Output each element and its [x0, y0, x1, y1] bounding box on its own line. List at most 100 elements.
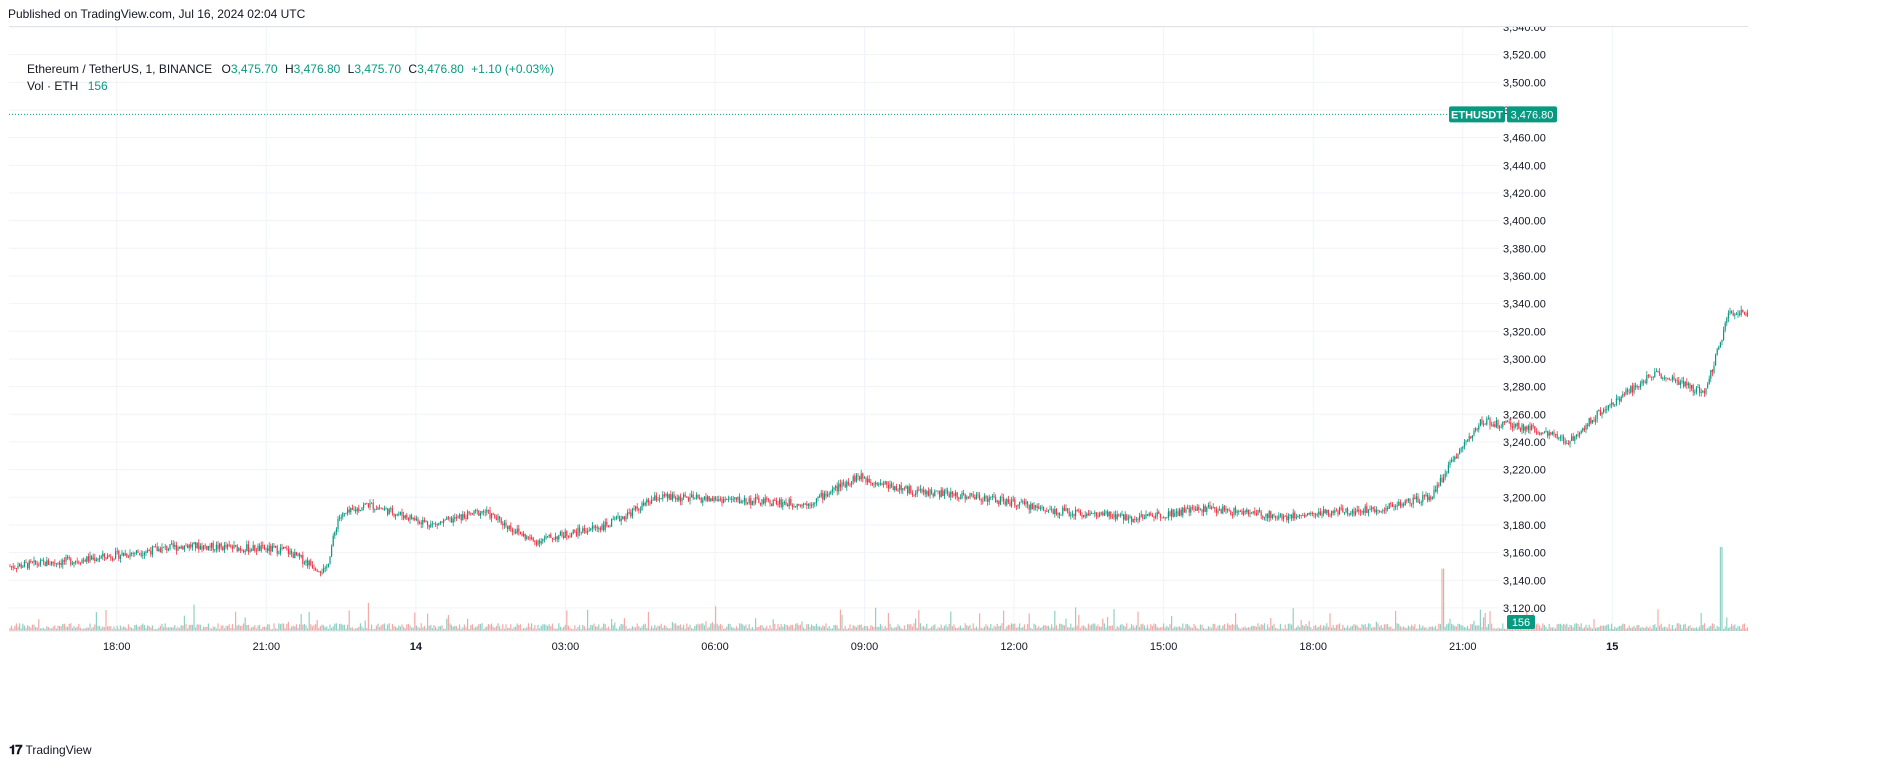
- volume-bar: [1151, 625, 1153, 631]
- candle-body: [1678, 380, 1680, 385]
- candle-body: [1345, 508, 1347, 513]
- candle-body: [964, 494, 966, 499]
- candle-body: [495, 518, 497, 520]
- candle-body: [1313, 513, 1315, 514]
- candle-body: [1049, 509, 1051, 510]
- candle-body: [1180, 509, 1182, 516]
- volume-bar: [911, 626, 913, 631]
- volume-bar: [363, 628, 365, 631]
- volume-bar: [140, 624, 142, 631]
- candle-body: [692, 494, 694, 499]
- volume-bar: [92, 627, 94, 631]
- candle-body: [1257, 510, 1259, 516]
- candle-body: [451, 517, 453, 523]
- candle-body: [1529, 425, 1531, 431]
- candle-body: [315, 568, 317, 571]
- volume-bar: [644, 623, 646, 631]
- volume-bar: [601, 627, 603, 631]
- candle-body: [671, 494, 673, 500]
- volume-bar: [571, 629, 573, 631]
- volume-bar: [276, 629, 278, 631]
- volume-bar: [606, 628, 608, 631]
- candle-body: [1639, 383, 1641, 388]
- volume-bar: [1273, 623, 1275, 631]
- volume-bar: [753, 629, 755, 631]
- candle-body: [806, 503, 808, 506]
- volume-bar: [1337, 624, 1339, 631]
- volume-bar: [243, 623, 245, 631]
- candle-body: [383, 508, 385, 510]
- candle-body: [718, 499, 720, 502]
- candle-body: [655, 495, 657, 501]
- volume-bar: [1238, 627, 1240, 631]
- candle-body: [1102, 512, 1104, 516]
- candle-body: [182, 546, 184, 550]
- volume-bar: [905, 629, 907, 631]
- volume-bar: [1209, 627, 1211, 631]
- volume-bar: [745, 624, 747, 631]
- volume-bar: [595, 626, 597, 631]
- candle-body: [1667, 378, 1669, 380]
- volume-bar: [1233, 625, 1235, 631]
- volume-bar: [758, 626, 760, 631]
- candle-body: [1619, 398, 1621, 402]
- candle-body: [715, 497, 717, 500]
- volume-bar: [1036, 627, 1038, 631]
- candlestick-chart[interactable]: 3,540.003,520.003,500.003,480.003,460.00…: [9, 27, 1748, 733]
- candle-body: [955, 492, 957, 496]
- volume-bar: [508, 628, 510, 631]
- volume-bar: [1017, 627, 1019, 631]
- candle-body: [627, 512, 629, 517]
- chart-frame[interactable]: 3,540.003,520.003,500.003,480.003,460.00…: [9, 26, 1748, 733]
- candle-body: [463, 514, 465, 518]
- candle-body: [892, 486, 894, 491]
- volume-bar: [121, 627, 123, 631]
- candle-body: [11, 566, 13, 568]
- volume-bar: [1129, 627, 1131, 631]
- volume-bar: [103, 627, 105, 631]
- candle-body: [380, 508, 382, 510]
- volume-bar: [1385, 624, 1387, 631]
- candle-body: [1220, 509, 1222, 514]
- volume-bar: [1398, 623, 1400, 631]
- volume-bar: [1015, 627, 1017, 631]
- candle-body: [1617, 398, 1619, 400]
- volume-bar: [694, 626, 696, 631]
- volume-bar: [134, 625, 136, 631]
- volume-bar: [183, 615, 185, 631]
- volume-bar: [1683, 624, 1685, 631]
- candle-body: [1523, 424, 1525, 431]
- candle-body: [233, 544, 235, 549]
- candle-body: [582, 528, 584, 533]
- candle-body: [516, 528, 518, 534]
- volume-bar: [596, 626, 598, 631]
- volume-bar: [1174, 626, 1176, 631]
- volume-bar: [195, 627, 197, 631]
- volume-bar: [614, 622, 616, 631]
- candle-body: [1230, 511, 1232, 515]
- volume-bar: [550, 626, 552, 631]
- candle-body: [1743, 312, 1745, 314]
- volume-bar: [1414, 624, 1416, 631]
- volume-bar: [564, 624, 566, 631]
- candle-body: [1185, 508, 1187, 513]
- volume-bar: [1220, 628, 1222, 631]
- candle-body: [931, 489, 933, 494]
- candle-body: [129, 553, 131, 557]
- volume-bar: [187, 628, 189, 631]
- candle-body: [100, 556, 102, 559]
- volume-bar: [1587, 628, 1589, 631]
- candle-body: [1068, 511, 1070, 516]
- volume-bar: [1311, 629, 1313, 631]
- candle-body: [691, 494, 693, 498]
- volume-bar: [852, 625, 854, 631]
- candle-body: [1321, 513, 1323, 516]
- candle-body: [79, 562, 81, 564]
- candle-body: [1273, 514, 1275, 517]
- volume-bar: [107, 626, 109, 631]
- volume-bar: [572, 629, 574, 631]
- volume-bar: [511, 628, 513, 631]
- volume-bar: [359, 623, 361, 631]
- candle-body: [982, 500, 984, 502]
- volume-bar: [1235, 613, 1237, 631]
